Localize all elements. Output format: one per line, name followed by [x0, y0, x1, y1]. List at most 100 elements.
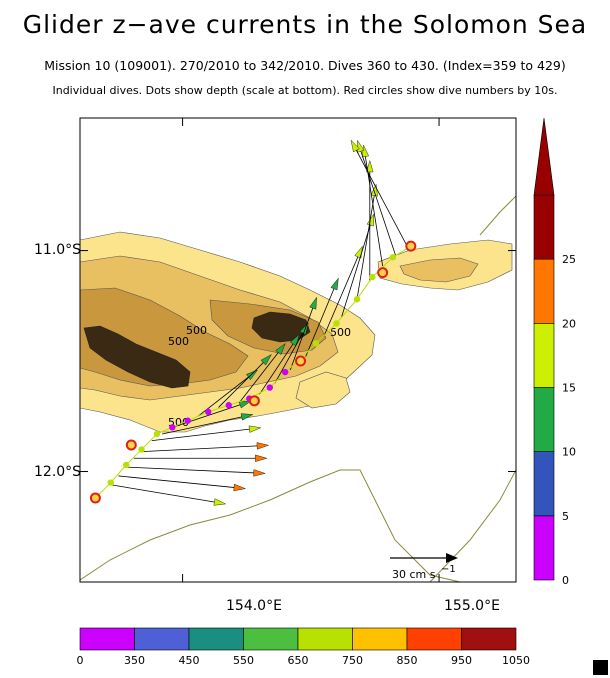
depth-colorbar-swatch	[134, 627, 190, 651]
colorbar-arrow	[533, 117, 555, 196]
dive-number-marker	[405, 240, 417, 252]
mid-shelf	[399, 257, 479, 283]
depth-dot	[107, 479, 114, 486]
colorbar-tick-label: 0	[562, 574, 569, 587]
depth-colorbar-swatch	[352, 627, 408, 651]
depth-colorbar-tick-label: 950	[451, 654, 472, 667]
current-vector	[218, 359, 267, 408]
current-vector-head	[253, 469, 266, 477]
vector-colorbar: 0 5 10 15 20 25	[533, 117, 576, 587]
corner-marker	[593, 660, 608, 675]
chart-title: Glider z−ave currents in the Solomon Sea	[22, 10, 588, 39]
depth-dot	[169, 424, 176, 431]
depth-colorbar-tick-label: 750	[342, 654, 363, 667]
depth-colorbar-tick-label: 1050	[502, 654, 530, 667]
shallow-shelf	[295, 371, 351, 409]
colorbar-swatch	[533, 194, 555, 260]
current-vector-head	[275, 342, 286, 355]
current-vector	[118, 475, 239, 489]
island	[83, 325, 191, 389]
depth-colorbar-swatch	[461, 627, 517, 651]
dive-number-marker	[377, 267, 389, 279]
current-vector-head	[366, 159, 374, 173]
scale-arrow: 30 cm s −1	[390, 553, 458, 581]
depth-colorbar-tick-label: 350	[124, 654, 145, 667]
dive-number-marker	[125, 439, 137, 451]
dive-number-marker	[248, 395, 260, 407]
depth-dot	[225, 402, 232, 409]
contour-label: 500	[330, 326, 351, 339]
current-vector-head	[248, 425, 262, 433]
colorbar-tick-label: 10	[562, 446, 576, 459]
map-frame	[79, 117, 517, 583]
current-vector-head	[361, 144, 369, 158]
colorbar-tick-label: 20	[562, 317, 576, 330]
depth-dot	[138, 446, 145, 453]
colorbar-swatch	[533, 323, 555, 388]
y-tick-label: 12.0°S	[34, 464, 81, 480]
x-tick-label: 155.0°E	[444, 598, 500, 614]
depth-colorbar-swatch	[406, 627, 462, 651]
glider-track	[89, 240, 417, 504]
colorbar-tick-label: 15	[562, 382, 576, 395]
current-vector	[172, 402, 245, 428]
current-vector-head	[309, 296, 317, 310]
colorbar-tick-label: 5	[562, 510, 569, 523]
current-vector	[161, 415, 247, 435]
coastline	[80, 469, 461, 582]
depth-colorbar-swatch	[188, 627, 244, 651]
depth-colorbar-tick-label: 650	[288, 654, 309, 667]
depth-colorbar-tick-label: 450	[179, 654, 200, 667]
current-vector-head	[233, 483, 247, 492]
current-vector	[126, 466, 259, 474]
contour-label: 500	[186, 324, 207, 337]
current-vector-head	[289, 333, 300, 347]
depth-colorbar-swatch	[297, 627, 353, 651]
chart-note: Individual dives. Dots show depth (scale…	[52, 84, 558, 97]
current-vector	[356, 191, 376, 300]
depth-colorbar-tick-label: 550	[233, 654, 254, 667]
axis-ticks	[80, 118, 516, 582]
colorbar-tick-label: 25	[562, 253, 576, 266]
colorbar-swatch	[533, 387, 555, 452]
depth-colorbar-swatch	[79, 627, 135, 651]
current-vector	[259, 339, 296, 395]
current-vector-head	[240, 413, 254, 421]
current-vector-head	[213, 498, 227, 506]
contour-label: 500	[168, 335, 189, 348]
depth-dot	[389, 254, 397, 261]
depth-dot	[122, 461, 130, 469]
current-vector	[341, 220, 372, 317]
current-vector-head	[330, 277, 339, 291]
current-vector	[151, 428, 254, 441]
colorbar-swatch	[533, 451, 555, 517]
current-vector-head	[260, 353, 272, 366]
current-vectors	[110, 139, 409, 506]
depth-dot	[266, 384, 273, 391]
scale-arrowhead	[446, 553, 458, 563]
depth-colorbar-swatch	[243, 627, 299, 651]
current-vector	[110, 484, 219, 504]
current-vector	[359, 146, 396, 256]
y-tick-label: 11.0°S	[34, 242, 81, 258]
current-vector	[289, 303, 315, 371]
depth-dot	[153, 430, 161, 438]
current-vector-head	[255, 454, 268, 462]
current-vector	[353, 146, 409, 249]
current-vector	[274, 328, 306, 384]
depth-dot	[333, 320, 340, 327]
depth-colorbar-tick-label: 850	[397, 654, 418, 667]
bathymetry-layer	[80, 195, 516, 582]
island	[251, 311, 311, 343]
current-vector	[323, 252, 361, 337]
depth-dot	[281, 368, 289, 376]
colorbar-swatch	[533, 515, 555, 581]
current-vector-head	[256, 442, 270, 450]
depth-dot	[369, 273, 376, 281]
current-vector-head	[350, 139, 360, 153]
x-tick-label: 154.0°E	[226, 598, 282, 614]
current-vector	[141, 445, 262, 453]
current-vector	[238, 348, 282, 404]
scale-arrow-label: 30 cm s	[392, 568, 436, 581]
